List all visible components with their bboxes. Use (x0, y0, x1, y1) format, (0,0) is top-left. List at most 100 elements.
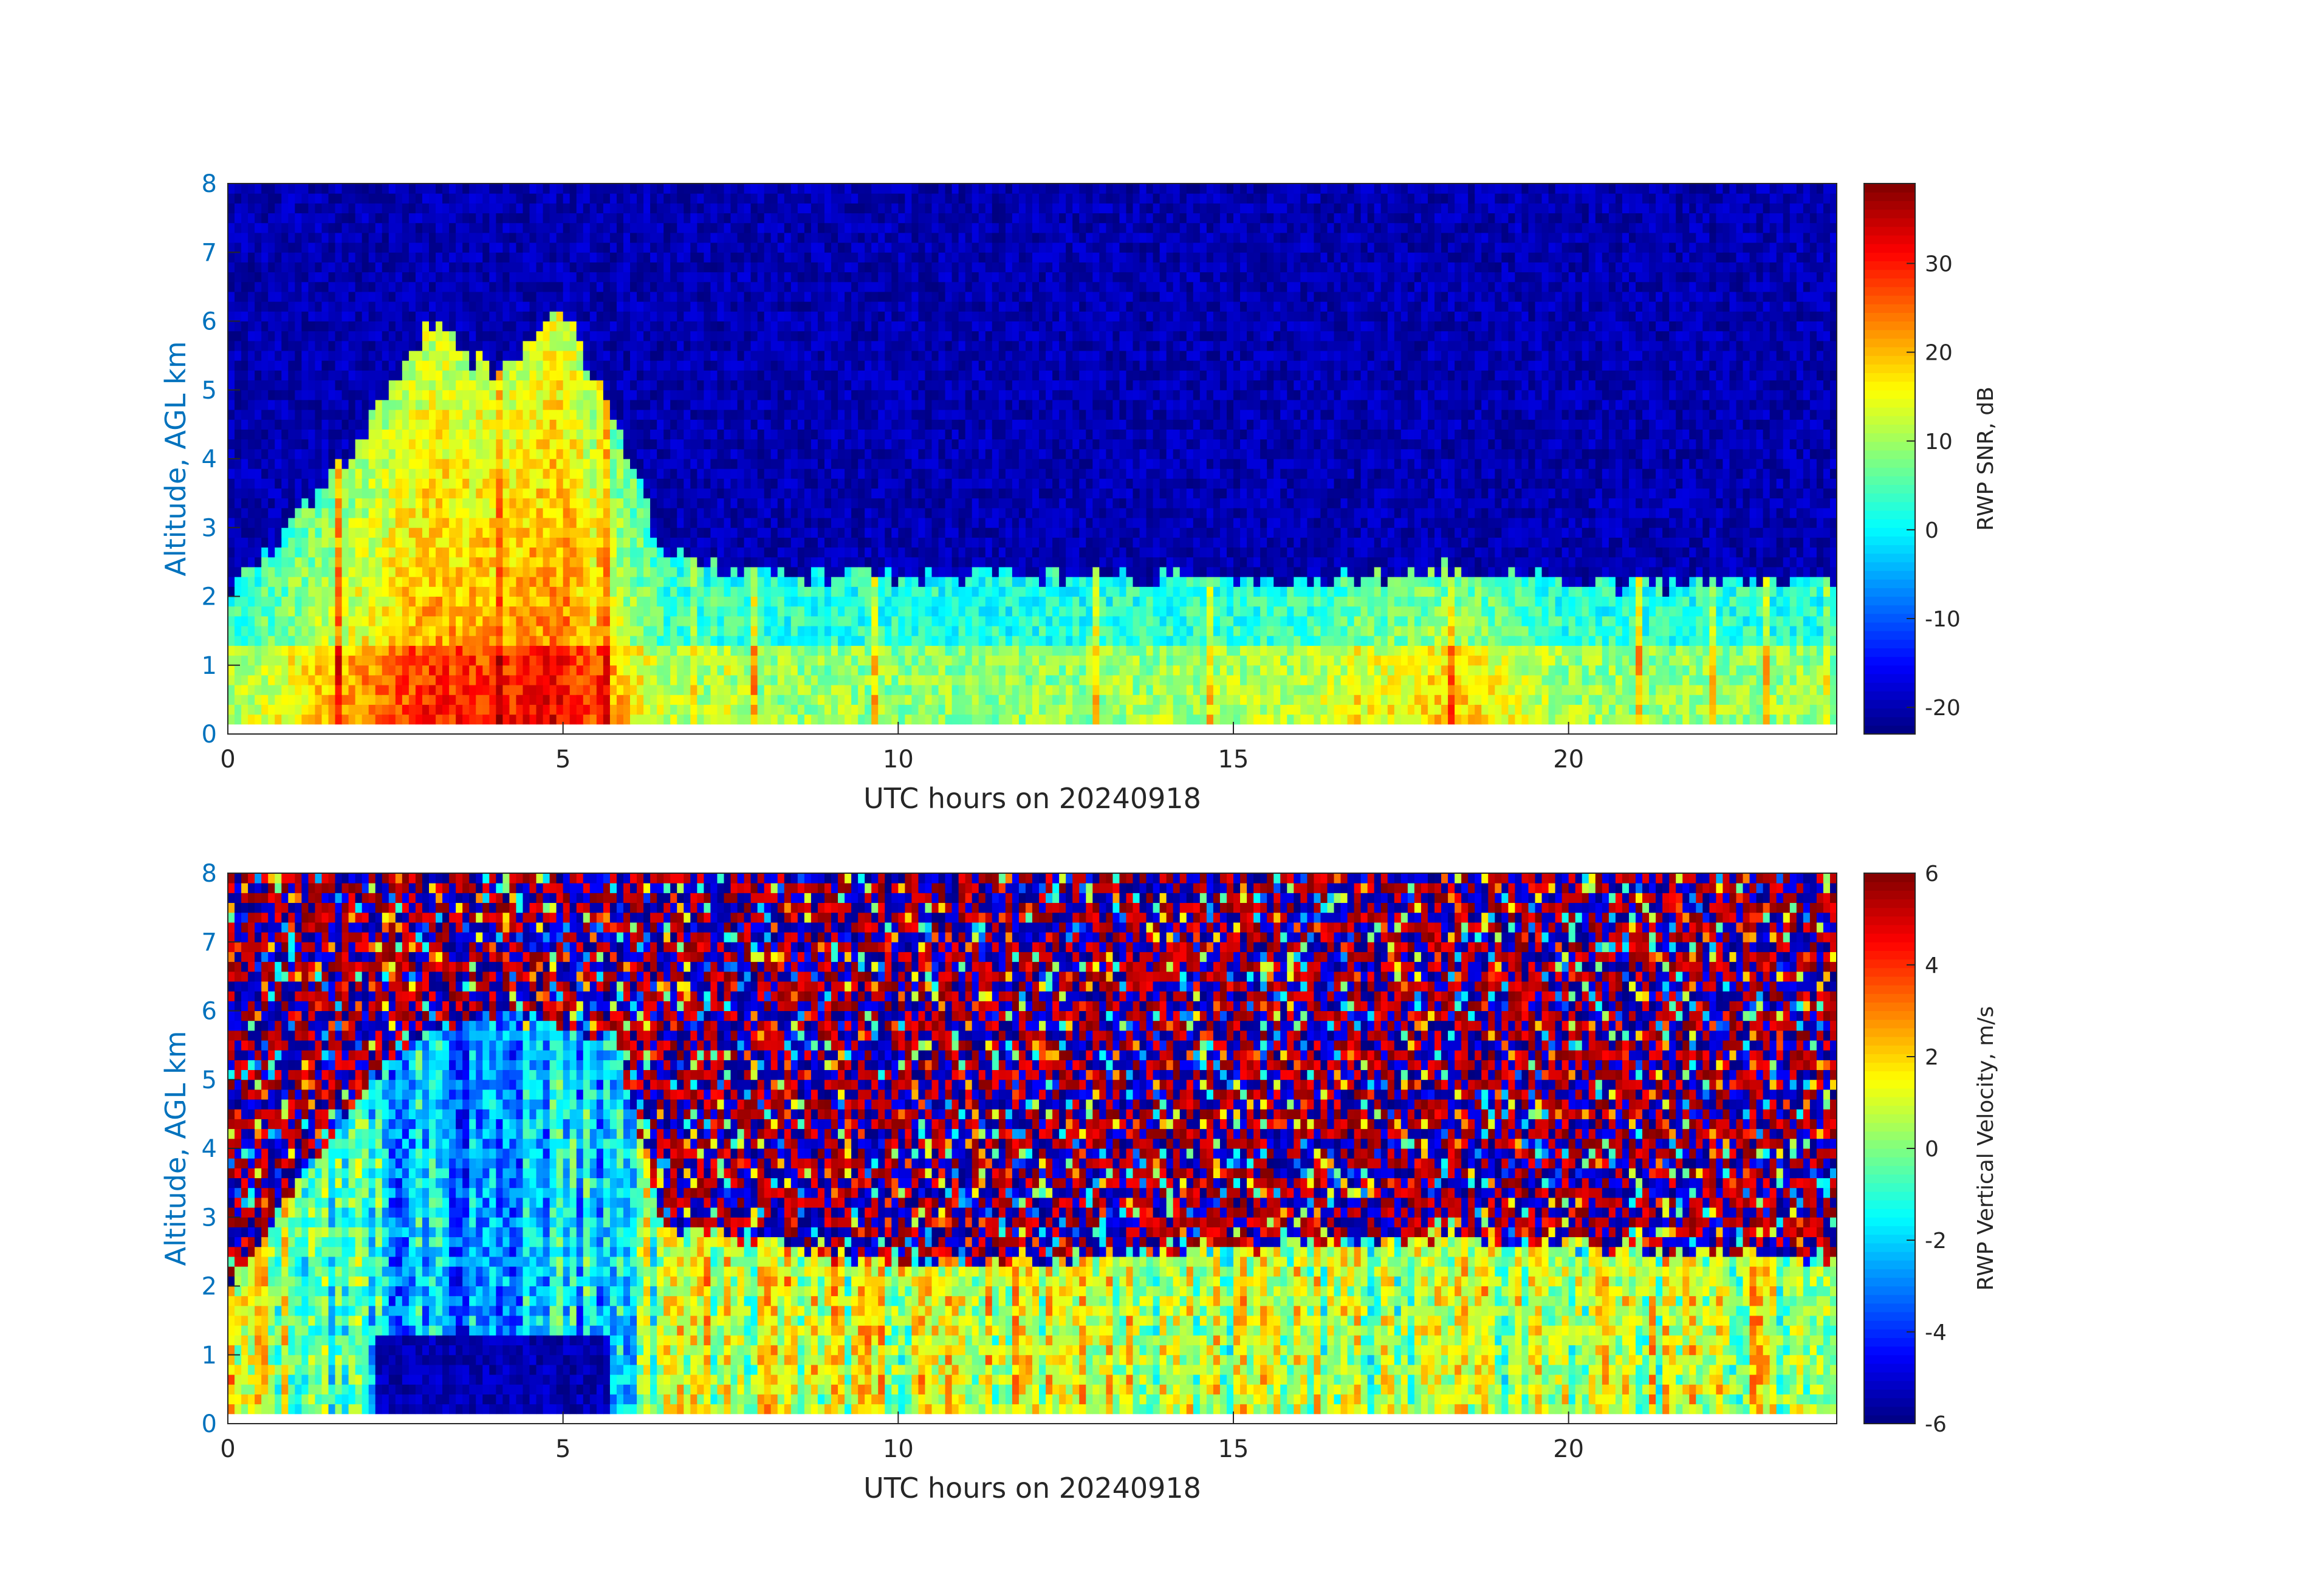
heatmap-cell (817, 380, 825, 391)
heatmap-cell (436, 518, 443, 528)
heatmap-cell (402, 557, 410, 568)
heatmap-cell (241, 193, 249, 204)
heatmap-cell (375, 410, 383, 420)
heatmap-cell (341, 695, 349, 705)
heatmap-cell (462, 439, 470, 450)
heatmap-cell (402, 399, 410, 410)
heatmap-cell (790, 311, 798, 321)
heatmap-cell (596, 370, 604, 381)
heatmap-cell (348, 685, 356, 695)
heatmap-cell (442, 537, 450, 548)
heatmap-cell (241, 459, 249, 469)
heatmap-cell (549, 626, 557, 636)
heatmap-cell (797, 674, 805, 685)
heatmap-cell (724, 272, 731, 283)
heatmap-cell (764, 242, 772, 253)
heatmap-cell (824, 252, 832, 262)
heatmap-cell (275, 291, 282, 302)
heatmap-cell (368, 193, 376, 204)
heatmap-cell (476, 232, 483, 243)
heatmap-cell (295, 272, 302, 283)
heatmap-cell (623, 674, 631, 685)
heatmap-cell (589, 281, 597, 292)
heatmap-cell (288, 645, 295, 656)
heatmap-cell (630, 301, 637, 312)
heatmap-cell (811, 370, 818, 381)
heatmap-cell (382, 301, 389, 312)
heatmap-cell (563, 360, 571, 371)
heatmap-cell (643, 547, 651, 558)
heatmap-cell (502, 478, 510, 489)
heatmap-cell (777, 311, 785, 321)
heatmap-cell (750, 596, 758, 607)
heatmap-cell (235, 636, 242, 646)
heatmap-cell (308, 518, 315, 528)
heatmap-cell (422, 439, 430, 450)
heatmap-cell (442, 252, 450, 262)
heatmap-cell (415, 311, 423, 321)
heatmap-cell (382, 370, 389, 381)
heatmap-cell (630, 557, 637, 568)
heatmap-cell (255, 645, 262, 656)
heatmap-cell (650, 507, 657, 518)
heatmap-cell (804, 419, 812, 430)
heatmap-cell (288, 242, 295, 253)
heatmap-cell (777, 566, 785, 577)
heatmap-cell (790, 360, 798, 371)
heatmap-cell (395, 213, 403, 224)
heatmap-cell (516, 507, 523, 518)
heatmap-cell (710, 685, 718, 695)
heatmap-cell (824, 655, 832, 666)
heatmap-cell (757, 340, 765, 351)
heatmap-cell (509, 272, 516, 283)
heatmap-cell (442, 606, 450, 617)
heatmap-cell (589, 419, 597, 430)
heatmap-cell (228, 459, 235, 469)
heatmap-cell (770, 360, 778, 371)
heatmap-cell (583, 193, 591, 204)
heatmap-cell (737, 448, 745, 459)
heatmap-cell (804, 410, 812, 420)
heatmap-cell (462, 626, 470, 636)
heatmap-cell (321, 636, 329, 646)
heatmap-cell (375, 518, 383, 528)
heatmap-cell (355, 557, 363, 568)
heatmap-cell (650, 340, 657, 351)
heatmap-cell (737, 459, 745, 469)
heatmap-cell (415, 488, 423, 499)
heatmap-cell (596, 242, 604, 253)
heatmap-cell (281, 537, 289, 548)
heatmap-cell (637, 478, 644, 489)
heatmap-cell (609, 626, 617, 636)
heatmap-cell (523, 429, 530, 440)
heatmap-cell (811, 596, 818, 607)
heatmap-cell (422, 645, 430, 656)
heatmap-cell (408, 626, 416, 636)
heatmap-cell (482, 488, 490, 499)
heatmap-cell (362, 429, 369, 440)
heatmap-cell (757, 281, 765, 292)
heatmap-cell (637, 399, 644, 410)
heatmap-cell (717, 439, 724, 450)
heatmap-cell (462, 222, 470, 233)
heatmap-cell (543, 665, 550, 676)
heatmap-cell (717, 399, 724, 410)
heatmap-cell (811, 429, 818, 440)
heatmap-cell (281, 636, 289, 646)
heatmap-cell (509, 606, 516, 617)
heatmap-cell (402, 507, 410, 518)
heatmap-cell (784, 478, 792, 489)
heatmap-cell (449, 518, 456, 528)
heatmap-cell (770, 193, 778, 204)
heatmap-cell (295, 616, 302, 626)
heatmap-cell (710, 586, 718, 597)
heatmap-cell (388, 586, 396, 597)
heatmap-cell (261, 389, 269, 400)
heatmap-cell (790, 478, 798, 489)
heatmap-cell (308, 586, 315, 597)
heatmap-cell (268, 360, 275, 371)
heatmap-cell (228, 606, 235, 617)
heatmap-cell (677, 399, 684, 410)
heatmap-cell (415, 507, 423, 518)
heatmap-cell (790, 351, 798, 361)
